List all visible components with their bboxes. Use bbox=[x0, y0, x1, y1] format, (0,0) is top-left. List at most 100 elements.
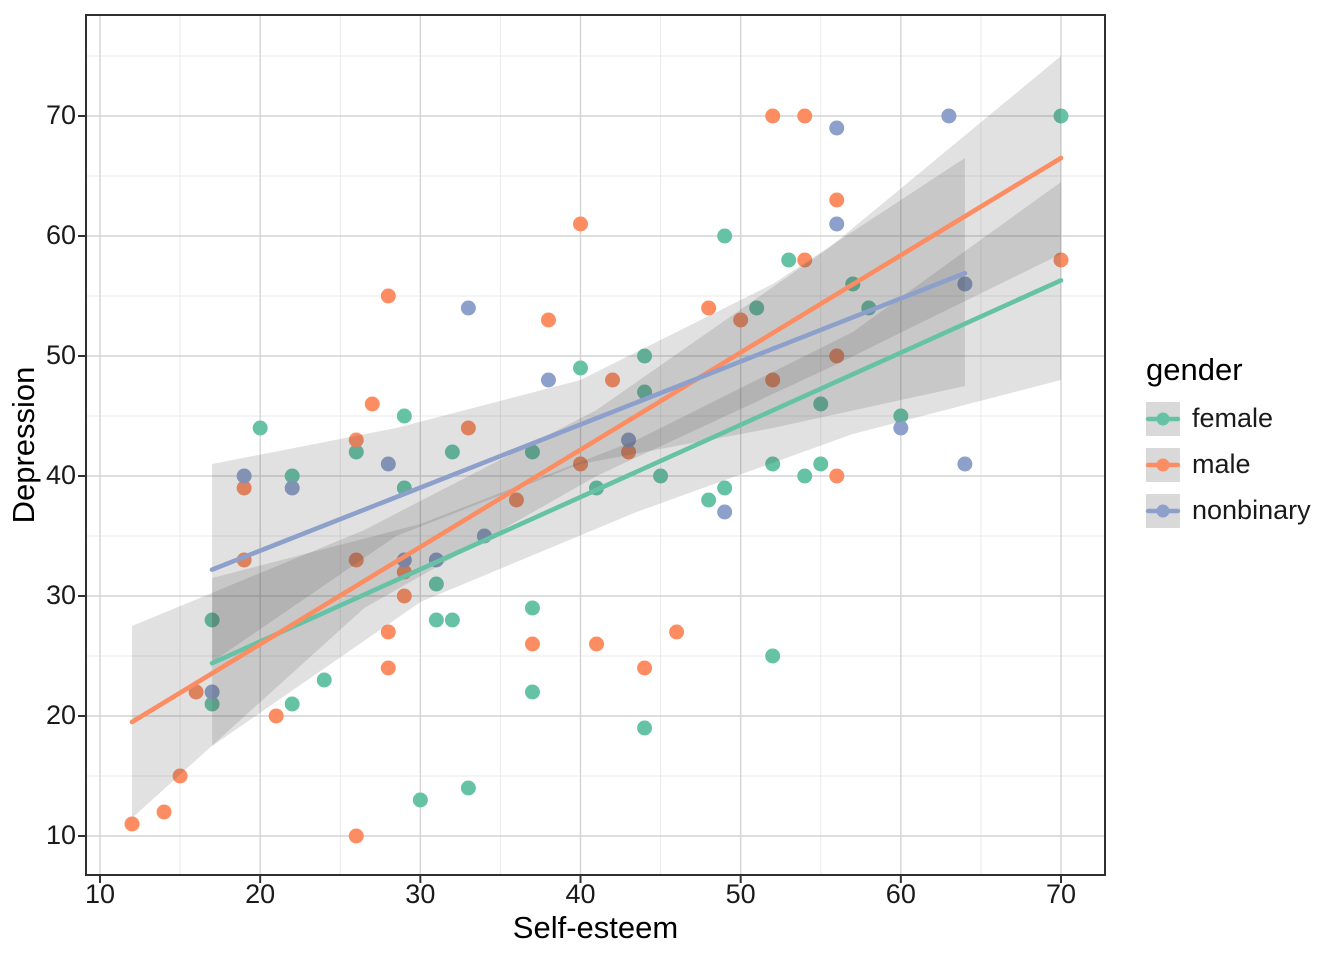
data-point-female bbox=[204, 696, 220, 712]
data-point-nonbinary bbox=[957, 456, 973, 472]
minor-gridlines bbox=[86, 15, 1105, 875]
regression-line-nonbinary bbox=[209, 270, 968, 572]
data-point-female bbox=[893, 408, 909, 424]
data-point-female bbox=[765, 648, 781, 664]
data-point-female bbox=[284, 696, 300, 712]
data-point-female bbox=[717, 228, 733, 244]
data-point-female bbox=[653, 468, 669, 484]
data-point-female bbox=[717, 480, 733, 496]
data-point-male bbox=[508, 492, 524, 508]
data-point-male bbox=[380, 660, 396, 676]
y-tick-label: 40 bbox=[46, 460, 76, 490]
data-point-male bbox=[348, 828, 364, 844]
data-point-male bbox=[524, 636, 540, 652]
plot-panel bbox=[86, 15, 1105, 875]
x-tick-label: 50 bbox=[726, 879, 756, 909]
data-point-male bbox=[765, 108, 781, 124]
data-point-male bbox=[829, 348, 845, 364]
data-point-nonbinary bbox=[236, 468, 252, 484]
y-tick-label: 50 bbox=[46, 340, 76, 370]
data-point-female bbox=[428, 612, 444, 628]
data-point-female bbox=[348, 444, 364, 460]
data-point-male bbox=[460, 420, 476, 436]
data-point-male bbox=[364, 396, 380, 412]
data-point-nonbinary bbox=[957, 276, 973, 292]
confidence-band-male bbox=[132, 56, 1062, 818]
data-point-female bbox=[204, 612, 220, 628]
data-point-male bbox=[573, 456, 588, 472]
legend-title: gender bbox=[1146, 352, 1243, 387]
data-point-female bbox=[637, 720, 653, 736]
y-tick-label: 30 bbox=[46, 580, 76, 610]
x-tick-label: 60 bbox=[886, 879, 916, 909]
data-point-male bbox=[797, 252, 813, 268]
data-point-nonbinary bbox=[829, 120, 845, 136]
data-point-female bbox=[444, 612, 460, 628]
data-point-nonbinary bbox=[204, 684, 220, 700]
data-point-female bbox=[749, 300, 765, 316]
data-point-male bbox=[829, 192, 845, 208]
panel-border bbox=[85, 14, 1106, 876]
legend-label-nonbinary: nonbinary bbox=[1192, 495, 1311, 525]
data-point-male bbox=[733, 312, 749, 328]
data-point-female bbox=[444, 444, 460, 460]
data-point-female bbox=[573, 360, 588, 376]
regression-line-male bbox=[129, 155, 1064, 725]
y-tick-label: 70 bbox=[46, 100, 76, 130]
legend-key-point-female bbox=[1156, 412, 1170, 426]
y-axis-title: Depression bbox=[6, 367, 41, 524]
data-point-male bbox=[829, 468, 845, 484]
data-point-female bbox=[460, 780, 476, 796]
data-point-male bbox=[589, 636, 605, 652]
confidence-band-female bbox=[212, 182, 1061, 746]
x-tick-label: 30 bbox=[405, 879, 435, 909]
legend-label-female: female bbox=[1192, 403, 1273, 433]
data-point-female bbox=[396, 408, 412, 424]
data-point-male bbox=[268, 708, 284, 724]
x-tick-label: 20 bbox=[245, 879, 275, 909]
confidence-band-nonbinary bbox=[212, 158, 965, 662]
data-point-nonbinary bbox=[380, 456, 396, 472]
data-point-nonbinary bbox=[460, 300, 476, 316]
data-point-male bbox=[396, 588, 412, 604]
y-tick-label: 20 bbox=[46, 700, 76, 730]
axis-ticks: 10 20 30 40 50 60 70 10 20 30 40 50 60 70 bbox=[46, 100, 1076, 909]
data-point-nonbinary bbox=[717, 504, 733, 520]
data-point-male bbox=[637, 660, 653, 676]
data-point-male bbox=[124, 816, 140, 832]
data-point-nonbinary bbox=[941, 108, 957, 124]
legend-label-male: male bbox=[1192, 449, 1251, 479]
data-point-female bbox=[524, 444, 540, 460]
data-point-female bbox=[252, 420, 268, 436]
legend-key-point-male bbox=[1156, 458, 1170, 472]
legend-key-point-nonbinary bbox=[1156, 504, 1170, 518]
x-axis-title: Self-esteem bbox=[513, 910, 678, 945]
data-point-nonbinary bbox=[284, 480, 300, 496]
data-point-female bbox=[701, 492, 717, 508]
data-point-male bbox=[236, 480, 252, 496]
data-point-female bbox=[797, 468, 813, 484]
data-point-female bbox=[316, 672, 332, 688]
data-point-male bbox=[573, 216, 588, 232]
data-point-male bbox=[380, 288, 396, 304]
x-tick-label: 40 bbox=[565, 879, 595, 909]
data-point-male bbox=[188, 684, 204, 700]
data-point-female bbox=[637, 348, 653, 364]
data-point-nonbinary bbox=[829, 216, 845, 232]
x-tick-label: 70 bbox=[1046, 879, 1076, 909]
data-point-female bbox=[524, 600, 540, 616]
data-point-female bbox=[813, 456, 829, 472]
data-point-female bbox=[813, 396, 829, 412]
data-point-male bbox=[380, 624, 396, 640]
data-point-nonbinary bbox=[621, 432, 637, 448]
data-point-female bbox=[1053, 108, 1069, 124]
data-point-female bbox=[412, 792, 428, 808]
y-tick-label: 10 bbox=[46, 820, 76, 850]
data-point-male bbox=[348, 552, 364, 568]
data-point-male bbox=[348, 432, 364, 448]
legend: gender female male nonbinary bbox=[1145, 352, 1311, 528]
data-point-male bbox=[701, 300, 717, 316]
data-point-nonbinary bbox=[893, 420, 909, 436]
